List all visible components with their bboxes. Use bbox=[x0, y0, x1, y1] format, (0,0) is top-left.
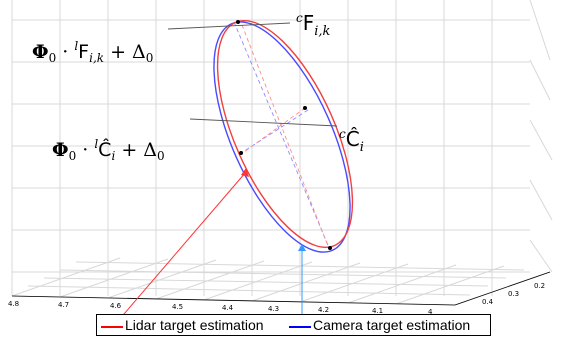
camera-target-ellipse bbox=[213, 21, 351, 253]
svg-text:Φ0 · lFi,k + Δ0: Φ0 · lFi,k + Δ0 bbox=[32, 39, 153, 65]
x-tick-labels: 4.8 4.7 4.6 4.5 4.4 4.3 4.2 4.1 4 bbox=[8, 300, 433, 316]
legend-camera-label: Camera target estimation bbox=[313, 317, 471, 333]
legend-lidar-label: Lidar target estimation bbox=[125, 317, 264, 333]
x-tick: 4.8 bbox=[8, 300, 19, 308]
x-tick: 4.5 bbox=[172, 303, 183, 311]
label-camera-edge: cFi,k bbox=[296, 11, 331, 39]
legend-lidar-swatch bbox=[101, 326, 123, 328]
label-lidar-edge: Φ0 · lFi,k + Δ0 bbox=[32, 39, 153, 65]
x-tick: 4.1 bbox=[372, 307, 383, 315]
lidar-arrow bbox=[111, 168, 249, 329]
y-tick: 0.2 bbox=[534, 282, 545, 290]
label-lidar-center: Φ0 · lĈi + Δ0 bbox=[52, 137, 165, 163]
svg-text:cFi,k: cFi,k bbox=[296, 11, 331, 39]
axes bbox=[11, 271, 551, 306]
x-tick: 4.2 bbox=[318, 306, 329, 314]
label-camera-center: cĈi bbox=[339, 127, 364, 155]
lidar-target-ellipse bbox=[216, 20, 354, 248]
y-tick-labels: 0.4 0.3 0.2 bbox=[482, 282, 545, 306]
camera-arrow bbox=[298, 244, 306, 326]
svg-text:cĈi: cĈi bbox=[339, 127, 364, 155]
x-tick: 4.4 bbox=[222, 304, 234, 312]
legend: Lidar target estimation Camera target es… bbox=[96, 314, 491, 336]
y-tick: 0.4 bbox=[482, 298, 494, 306]
vertex-markers bbox=[236, 20, 332, 250]
annotation-pointers bbox=[167, 22, 338, 127]
x-tick: 4.7 bbox=[58, 301, 69, 309]
svg-text:Φ0 · lĈi + Δ0: Φ0 · lĈi + Δ0 bbox=[52, 137, 165, 163]
x-tick: 4 bbox=[428, 308, 433, 316]
x-tick: 4.6 bbox=[110, 302, 122, 310]
legend-camera-swatch bbox=[289, 326, 311, 328]
x-tick: 4.3 bbox=[268, 305, 279, 313]
y-tick: 0.3 bbox=[508, 290, 519, 298]
